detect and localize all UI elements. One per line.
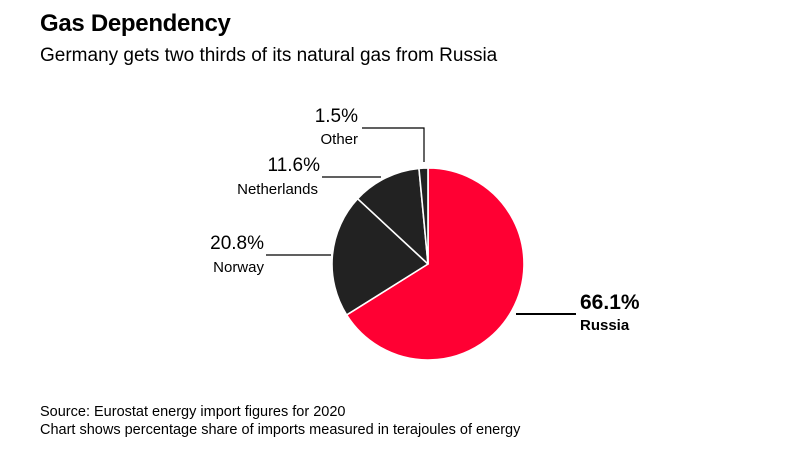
chart-title: Gas Dependency (40, 10, 231, 37)
pie-slice-other (418, 167, 429, 265)
pie-labels: 66.1% Russia 20.8% Norway 11.6% Netherlands 1.… (210, 106, 640, 334)
data-label-name-norway: Norway (213, 259, 264, 276)
pie-slice-russia (345, 167, 525, 361)
data-label-name-other: Other (320, 131, 358, 148)
leader-line-other (362, 127, 425, 162)
pie-slice-norway (331, 197, 429, 316)
data-label-name-netherlands: Netherlands (237, 181, 318, 198)
source-note: Source: Eurostat energy import figures f… (40, 404, 346, 420)
chart-footer: Source: Eurostat energy import figures f… (40, 403, 520, 439)
data-label-value-russia: 66.1% (580, 291, 640, 314)
pie-slice-netherlands (356, 167, 429, 265)
data-label-value-other: 1.5% (315, 106, 358, 127)
data-label-name-russia: Russia (580, 317, 630, 334)
pie-slices (331, 167, 525, 361)
methodology-note: Chart shows percentage share of imports … (40, 422, 521, 438)
data-label-value-norway: 20.8% (210, 233, 264, 254)
data-label-value-netherlands: 11.6% (268, 155, 321, 176)
chart-subtitle: Germany gets two thirds of its natural g… (40, 45, 498, 66)
